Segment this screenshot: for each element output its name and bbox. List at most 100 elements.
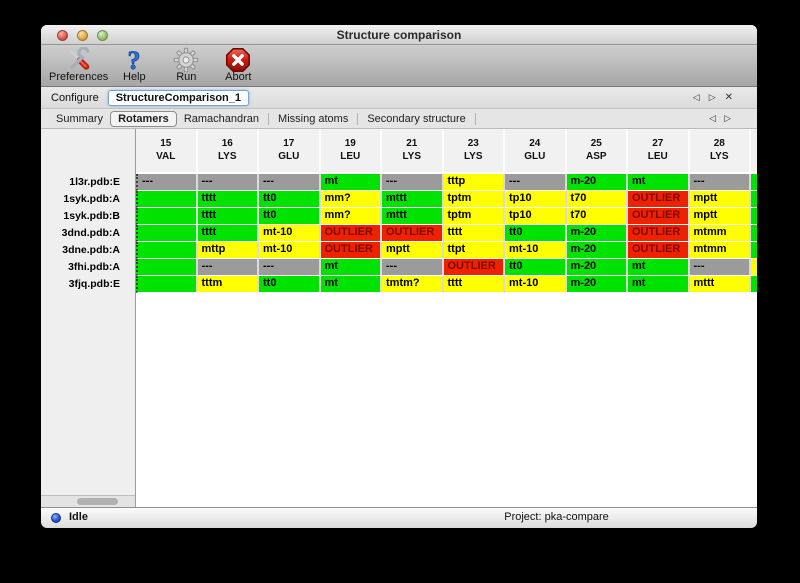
rotamer-cell[interactable]: mptt <box>382 242 444 259</box>
rotamer-cell[interactable]: OUTLIER <box>320 225 382 242</box>
tab-summary[interactable]: Summary <box>56 112 104 125</box>
rotamer-cell[interactable]: tp10 <box>505 191 567 208</box>
rotamer-cell[interactable]: OUTLIER <box>382 225 444 242</box>
rotamer-cell[interactable]: --- <box>689 174 751 191</box>
rotamer-cell[interactable]: tttm <box>197 276 259 293</box>
rotamer-cell[interactable] <box>136 259 198 276</box>
rotamer-cell[interactable]: m-20 <box>566 225 628 242</box>
rotamer-cell[interactable]: --- <box>259 259 321 276</box>
rotamer-cell[interactable]: mt <box>320 174 382 191</box>
rotamer-cell[interactable]: mt-10 <box>259 225 321 242</box>
rotamer-cell[interactable]: t70 <box>566 191 628 208</box>
rotamer-cell[interactable]: tt0 <box>259 191 321 208</box>
rotamer-cell-clipped[interactable] <box>751 174 757 191</box>
rotamer-cell[interactable]: --- <box>382 174 444 191</box>
rotamer-cell[interactable] <box>136 191 198 208</box>
row-label[interactable]: 1l3r.pdb:E <box>69 176 120 188</box>
rotamer-cell[interactable]: tttt <box>197 208 259 225</box>
rotamer-cell[interactable]: OUTLIER <box>628 225 690 242</box>
rotamer-cell[interactable]: tmtm? <box>382 276 444 293</box>
rotamer-cell-clipped[interactable] <box>751 242 757 259</box>
rotamer-cell[interactable]: --- <box>689 259 751 276</box>
scrollbar-thumb[interactable] <box>77 498 118 505</box>
rotamer-cell[interactable]: tt0 <box>259 208 321 225</box>
row-label[interactable]: 3fjq.pdb:E <box>68 278 120 290</box>
rotamer-cell[interactable]: mttt <box>382 208 444 225</box>
rotamer-cell[interactable]: mttt <box>382 191 444 208</box>
rotamer-cell-clipped[interactable] <box>751 276 757 293</box>
rotamer-cell-clipped[interactable] <box>751 208 757 225</box>
horizontal-scrollbar[interactable] <box>41 495 135 507</box>
rotamer-cell[interactable]: ttpt <box>443 242 505 259</box>
rotamer-cell-clipped[interactable] <box>751 259 757 276</box>
close-window-button[interactable] <box>57 30 68 41</box>
rotamer-cell[interactable]: --- <box>197 259 259 276</box>
row-label[interactable]: 1syk.pdb:B <box>63 210 120 222</box>
rotamer-cell[interactable]: mt <box>628 276 690 293</box>
rotamer-cell[interactable]: mm? <box>320 208 382 225</box>
rotamer-cell[interactable]: --- <box>136 174 198 191</box>
rotamer-cell[interactable] <box>136 242 198 259</box>
tab-secondary-structure[interactable]: Secondary structure <box>367 112 466 125</box>
row-label[interactable]: 1syk.pdb:A <box>63 193 120 205</box>
toolbar-button-preferences[interactable]: Preferences <box>49 47 108 83</box>
rotamer-cell[interactable]: mt-10 <box>259 242 321 259</box>
rotamer-cell[interactable] <box>136 276 198 293</box>
tab-rotamers[interactable]: Rotamers <box>110 110 177 127</box>
rotamer-cell[interactable]: mt <box>320 259 382 276</box>
rotamer-cell[interactable]: tptm <box>443 208 505 225</box>
rotamer-cell[interactable]: mt <box>320 276 382 293</box>
rotamer-cell[interactable]: mtmm <box>689 242 751 259</box>
rotamer-cell[interactable]: --- <box>259 174 321 191</box>
rotamer-cell[interactable]: mt-10 <box>505 242 567 259</box>
tabs-scroll-right-icon[interactable]: ▷ <box>724 113 731 123</box>
rotamer-cell[interactable]: t70 <box>566 208 628 225</box>
rotamer-cell[interactable]: OUTLIER <box>628 208 690 225</box>
rotamer-cell[interactable]: tt0 <box>505 225 567 242</box>
tab-missing-atoms[interactable]: Missing atoms <box>278 112 349 125</box>
rotamer-cell[interactable]: tt0 <box>505 259 567 276</box>
rotamer-cell[interactable]: OUTLIER <box>628 242 690 259</box>
toolbar-button-help[interactable]: ? Help <box>108 47 160 83</box>
rotamer-cell[interactable]: m-20 <box>566 259 628 276</box>
rotamer-cell[interactable] <box>136 225 198 242</box>
rotamer-cell[interactable]: mtmm <box>689 225 751 242</box>
rotamer-cell[interactable]: tttt <box>443 276 505 293</box>
rotamer-cell[interactable]: mm? <box>320 191 382 208</box>
rotamer-cell[interactable]: mptt <box>689 191 751 208</box>
rotamer-cell[interactable]: m-20 <box>566 276 628 293</box>
minimize-window-button[interactable] <box>77 30 88 41</box>
rotamer-cell[interactable]: --- <box>505 174 567 191</box>
rotamer-cell[interactable]: m-20 <box>566 174 628 191</box>
rotamer-cell[interactable]: mt <box>628 259 690 276</box>
next-configure-icon[interactable]: ▷ <box>708 92 716 102</box>
zoom-window-button[interactable] <box>97 30 108 41</box>
rotamer-cell[interactable]: tt0 <box>259 276 321 293</box>
prev-configure-icon[interactable]: ◁ <box>692 92 700 102</box>
rotamer-cell-clipped[interactable] <box>751 225 757 242</box>
rotamer-cell[interactable] <box>136 208 198 225</box>
rotamer-cell[interactable]: mt-10 <box>505 276 567 293</box>
rotamer-cell[interactable]: OUTLIER <box>320 242 382 259</box>
row-label[interactable]: 3fhi.pdb:A <box>68 261 120 273</box>
rotamer-cell[interactable]: tptm <box>443 191 505 208</box>
rotamer-cell[interactable]: OUTLIER <box>443 259 505 276</box>
rotamer-cell[interactable]: OUTLIER <box>628 191 690 208</box>
toolbar-button-abort[interactable]: Abort <box>212 47 264 83</box>
rotamer-cell-clipped[interactable] <box>751 191 757 208</box>
tab-ramachandran[interactable]: Ramachandran <box>183 112 260 125</box>
rotamer-cell[interactable]: tttp <box>443 174 505 191</box>
rotamer-cell[interactable]: --- <box>382 259 444 276</box>
toolbar-button-run[interactable]: Run <box>160 47 212 83</box>
rotamer-cell[interactable]: m-20 <box>566 242 628 259</box>
row-label[interactable]: 3dne.pdb:A <box>62 244 120 256</box>
rotamer-cell[interactable]: tttt <box>197 225 259 242</box>
rotamer-cell[interactable]: --- <box>197 174 259 191</box>
rotamer-cell[interactable]: tp10 <box>505 208 567 225</box>
configure-name-input[interactable]: StructureComparison_1 <box>107 89 250 106</box>
rotamer-cell[interactable]: mt <box>628 174 690 191</box>
close-configure-icon[interactable]: ✕ <box>724 92 733 103</box>
rotamer-cell[interactable]: mptt <box>689 208 751 225</box>
rotamer-cell[interactable]: tttt <box>197 191 259 208</box>
rotamer-cell[interactable]: tttt <box>443 225 505 242</box>
